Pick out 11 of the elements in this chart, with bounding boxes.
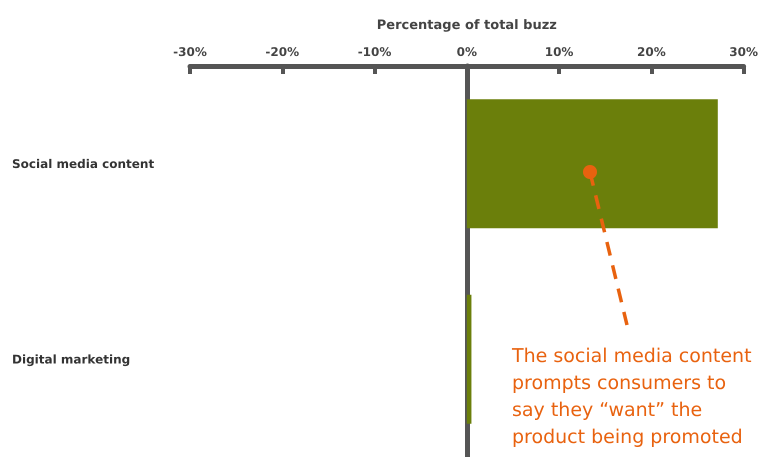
- x-axis-title: Percentage of total buzz: [376, 18, 557, 33]
- x-tick-label: 10%: [544, 45, 574, 59]
- x-tick-label: 20%: [637, 45, 666, 59]
- x-tick-label: 30%: [729, 45, 758, 59]
- x-tick-label: 0%: [456, 45, 478, 59]
- y-tick-label: Social media content: [12, 156, 154, 171]
- x-tick-label: -20%: [265, 45, 300, 59]
- x-tick-label: -30%: [173, 45, 207, 59]
- annotation: The social media content prompts consumers to say they “want” the product being promoted: [512, 344, 753, 450]
- y-tick-label: Digital marketing: [12, 352, 130, 366]
- x-tick-label: -10%: [358, 45, 392, 59]
